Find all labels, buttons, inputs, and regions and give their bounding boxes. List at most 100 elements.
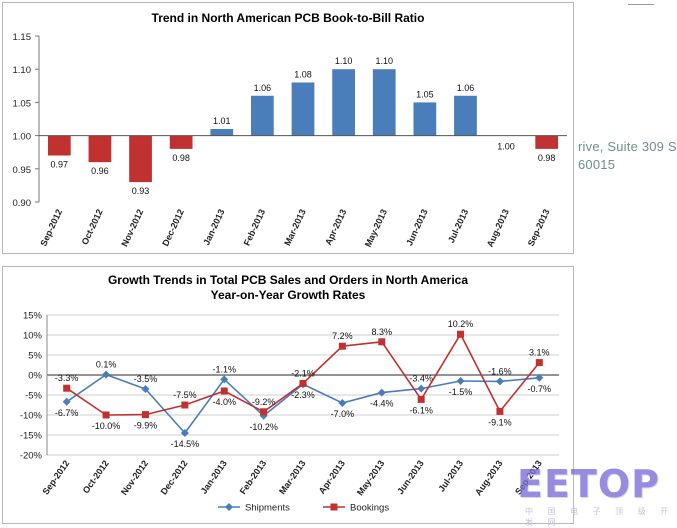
x-tick-label: Dec-2012 xyxy=(159,458,190,496)
point-shipments xyxy=(220,375,229,384)
y-tick-label: 0% xyxy=(28,371,42,382)
y-tick-label: 5% xyxy=(28,351,42,362)
y-tick-label: -10% xyxy=(20,411,43,422)
data-label: 0.96 xyxy=(91,166,109,176)
data-label: -3.5% xyxy=(134,374,158,384)
x-tick-label: Feb-2013 xyxy=(238,458,269,496)
data-label: -0.7% xyxy=(528,384,552,394)
point-shipments xyxy=(102,370,111,379)
data-label: -3.3% xyxy=(55,373,79,383)
data-label: -2.3% xyxy=(291,390,315,400)
y-tick-label: 15% xyxy=(23,311,43,322)
bar-Jan-2013 xyxy=(210,128,234,136)
point-bookings xyxy=(141,411,149,419)
point-shipments xyxy=(259,411,268,420)
legend-label-bookings: Bookings xyxy=(350,503,389,514)
legend-marker-bookings xyxy=(330,503,338,511)
point-bookings xyxy=(457,330,465,338)
bar-Feb-2013 xyxy=(251,95,274,136)
data-label: 0.98 xyxy=(538,153,556,163)
bar-May-2013 xyxy=(372,69,396,136)
data-label: -7.5% xyxy=(173,390,197,400)
bar-Sep-2013 xyxy=(535,135,559,149)
data-label: -14.5% xyxy=(171,439,200,449)
point-bookings xyxy=(535,359,543,367)
data-label: 1.10 xyxy=(375,56,393,66)
x-tick-label: Jun-2013 xyxy=(395,458,426,496)
legend-marker-shipments xyxy=(225,503,233,511)
point-bookings xyxy=(417,395,425,403)
point-shipments xyxy=(338,399,347,407)
bar-Jun-2013 xyxy=(413,102,437,136)
book-to-bill-chart-panel: Trend in North American PCB Book-to-Bill… xyxy=(2,2,574,254)
data-label: 1.00 xyxy=(497,142,515,152)
data-label: 1.06 xyxy=(254,83,272,93)
x-tick-label: Apr-2013 xyxy=(323,208,348,247)
x-tick-label: Jan-2013 xyxy=(199,458,229,495)
x-tick-label: Sep-2012 xyxy=(38,208,64,248)
data-label: -1.5% xyxy=(449,387,473,397)
data-label: -3.4% xyxy=(409,374,433,384)
x-tick-label: Aug-2013 xyxy=(473,458,504,497)
point-shipments xyxy=(535,373,544,382)
bar-Dec-2012 xyxy=(169,135,193,149)
data-label: 3.1% xyxy=(529,348,550,358)
point-shipments xyxy=(417,384,426,393)
x-tick-label: May-2013 xyxy=(363,208,389,249)
bar-Nov-2012 xyxy=(129,135,152,183)
bar-Apr-2013 xyxy=(332,69,355,136)
y-tick-label: 1.00 xyxy=(13,132,32,143)
x-tick-label: Sep-2013 xyxy=(526,208,552,248)
y-tick-label: -20% xyxy=(20,451,43,462)
y-tick-label: -5% xyxy=(25,391,42,402)
x-tick-label: Oct-2012 xyxy=(80,208,105,247)
point-shipments xyxy=(180,429,189,437)
eetop-logo-subtitle: 中 国 电 子 顶 级 开 发 网 xyxy=(525,507,675,527)
chart-title: Trend in North American PCB Book-to-Bill… xyxy=(152,11,425,25)
x-tick-label: Mar-2013 xyxy=(277,458,308,496)
data-label: -6.7% xyxy=(55,408,79,418)
data-label: -10.0% xyxy=(92,421,121,431)
x-tick-label: Feb-2013 xyxy=(242,208,268,248)
chart-subtitle: Year-on-Year Growth Rates xyxy=(211,288,366,302)
address-fragment-line-2: 60015 xyxy=(578,157,616,172)
data-label: 7.2% xyxy=(332,331,353,341)
y-tick-label: 0.90 xyxy=(13,198,32,209)
point-bookings xyxy=(181,401,189,409)
x-tick-label: Dec-2012 xyxy=(160,208,186,248)
data-label: -9.9% xyxy=(134,421,158,431)
legend-label-shipments: Shipments xyxy=(245,503,290,514)
y-tick-label: 0.95 xyxy=(13,165,32,176)
address-fragment-line-1: rive, Suite 309 S xyxy=(578,139,677,154)
point-shipments xyxy=(495,377,504,386)
x-tick-label: Jul-2013 xyxy=(446,208,470,245)
data-label: 1.10 xyxy=(335,56,353,66)
y-tick-label: -15% xyxy=(20,431,43,442)
corner-divider xyxy=(628,4,654,5)
growth-trends-chart: Growth Trends in Total PCB Sales and Ord… xyxy=(20,273,559,514)
x-tick-label: Sep-2012 xyxy=(40,458,71,496)
data-label: 1.01 xyxy=(213,116,231,126)
data-label: 0.93 xyxy=(132,186,150,196)
x-tick-label: Jan-2013 xyxy=(201,208,226,247)
y-tick-label: 10% xyxy=(23,331,43,342)
data-label: -9.2% xyxy=(252,397,276,407)
data-label: -4.4% xyxy=(370,399,394,409)
y-tick-label: 1.05 xyxy=(13,98,32,109)
x-tick-label: Aug-2013 xyxy=(485,208,511,249)
data-label: 0.1% xyxy=(96,360,117,370)
y-tick-label: 1.10 xyxy=(13,65,32,76)
point-shipments xyxy=(456,377,465,385)
data-label: -7.0% xyxy=(331,409,355,419)
point-shipments xyxy=(62,397,71,406)
point-shipments xyxy=(377,388,386,397)
data-label: -6.1% xyxy=(409,405,433,415)
data-label: -2.1% xyxy=(291,368,315,378)
eetop-logo-text: EETOP xyxy=(517,462,660,506)
bar-Sep-2012 xyxy=(47,135,71,156)
point-bookings xyxy=(299,379,307,387)
data-label: 8.3% xyxy=(372,327,393,337)
chart-title: Growth Trends in Total PCB Sales and Ord… xyxy=(108,273,468,287)
data-label: -4.0% xyxy=(212,397,236,407)
point-bookings xyxy=(260,408,268,416)
